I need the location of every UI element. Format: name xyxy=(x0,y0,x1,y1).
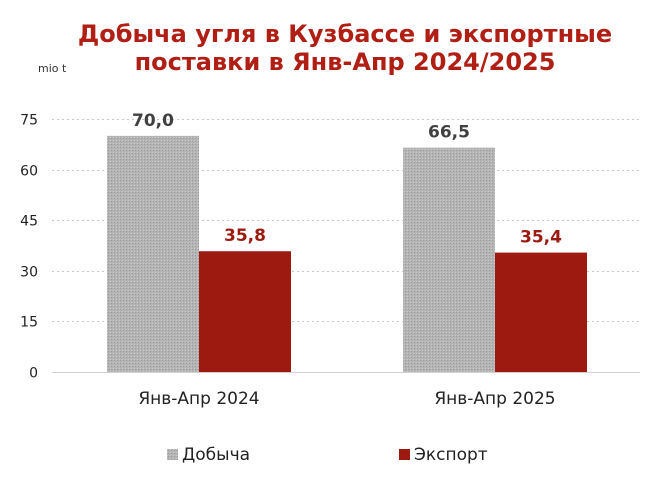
y-tick-label: 75 xyxy=(20,113,38,129)
data-label: 70,0 xyxy=(132,111,174,131)
bar-export xyxy=(199,251,291,372)
data-label: 66,5 xyxy=(428,123,470,143)
bar-production xyxy=(403,147,495,372)
legend-label: Экспорт xyxy=(414,445,488,465)
y-axis-ticks: 0 15 30 45 60 75 xyxy=(20,113,38,382)
legend: Добыча Экспорт xyxy=(167,445,488,465)
y-tick-label: 15 xyxy=(20,315,38,331)
chart-title-line-1: Добыча угля в Кузбассе и экспортные xyxy=(78,20,612,48)
y-tick-label: 60 xyxy=(20,164,38,180)
y-tick-label: 45 xyxy=(20,214,38,230)
legend-swatch-production xyxy=(167,449,178,460)
x-category-label: Янв-Апр 2025 xyxy=(434,389,555,409)
chart-title-line-2: поставки в Янв-Апр 2024/2025 xyxy=(135,48,556,76)
data-label: 35,8 xyxy=(224,226,266,246)
bars: 70,0 35,8 66,5 35,4 xyxy=(107,111,587,372)
x-category-label: Янв-Апр 2024 xyxy=(138,389,259,409)
bar-production xyxy=(107,135,199,372)
y-tick-label: 0 xyxy=(29,366,38,382)
category-labels: Янв-Апр 2024 Янв-Апр 2025 xyxy=(138,389,555,409)
bar-export xyxy=(495,252,587,372)
data-label: 35,4 xyxy=(520,228,562,248)
y-axis-unit-label: mio t xyxy=(38,62,67,75)
legend-swatch-export xyxy=(399,449,410,460)
y-tick-label: 30 xyxy=(20,265,38,281)
legend-label: Добыча xyxy=(182,445,250,465)
